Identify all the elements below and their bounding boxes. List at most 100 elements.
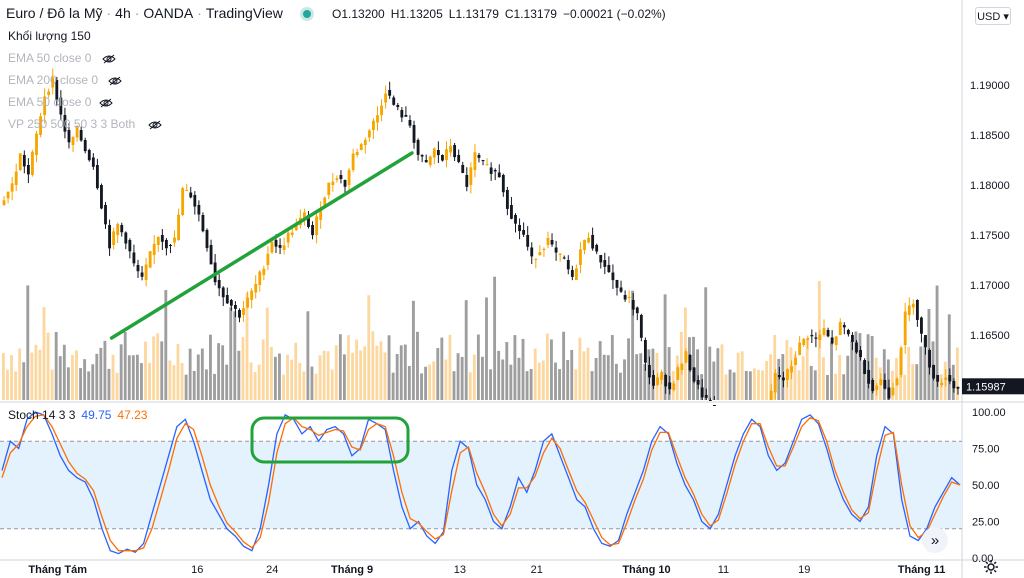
scroll-to-realtime-button[interactable]: » [922, 527, 948, 553]
candle-body [59, 97, 63, 115]
volume-bar [99, 347, 103, 400]
stoch-legend[interactable]: Stoch 14 3 3 49.75 47.23 [8, 408, 147, 422]
trendline-drawing[interactable] [109, 151, 414, 340]
candle-body [798, 342, 802, 355]
candle-body [635, 307, 639, 314]
candle-body [445, 149, 448, 160]
candle-body [181, 188, 185, 215]
gear-icon[interactable] [983, 559, 999, 575]
candle-body [684, 351, 688, 363]
volume-bar [411, 300, 415, 400]
hidden-eye-icon[interactable] [99, 98, 113, 108]
candle-body [39, 116, 42, 135]
candle-body [895, 378, 899, 385]
candle-body [31, 151, 34, 175]
volume-bar [330, 369, 334, 400]
indicator-ema-50[interactable]: EMA 50 close 0 [8, 51, 92, 65]
volume-bar [659, 374, 663, 400]
close-value: 1.13179 [513, 7, 557, 21]
candle-body [274, 240, 278, 247]
volume-bar [436, 348, 440, 400]
indicator-ema-200[interactable]: EMA 200 close 0 [8, 73, 99, 87]
candle-body [453, 145, 457, 158]
candle-body [10, 183, 14, 192]
currency-dropdown[interactable]: USD ▾ [975, 7, 1011, 25]
candle-body [380, 105, 383, 115]
volume-bar [83, 359, 87, 400]
indicator-vp[interactable]: VP 250 500 50 3 3 Both [8, 117, 136, 131]
symbol-name[interactable]: Euro / Đô la Mỹ [6, 5, 103, 21]
candle-body [952, 381, 956, 389]
volume-bar [903, 374, 907, 400]
volume-bar [655, 352, 659, 400]
indicator-ema-50-b[interactable]: EMA 50 close 0 [8, 95, 92, 109]
candle-body [319, 208, 323, 220]
interval-label[interactable]: 4h [115, 5, 131, 21]
volume-bar [448, 334, 452, 400]
time-axis[interactable]: Tháng Tám 16 24 Tháng 9 13 21 Tháng 10 11 19 Thán… [28, 564, 945, 576]
trendline[interactable] [109, 151, 414, 340]
hidden-eye-icon[interactable] [148, 120, 162, 130]
volume-bar [886, 359, 890, 400]
broker-label: OANDA [143, 5, 194, 21]
volume-bar [619, 372, 622, 400]
candle-body [526, 235, 530, 247]
candle-body [485, 164, 489, 166]
volume-bar [269, 346, 273, 400]
indicator-volume[interactable]: Khối lượng 150 [8, 29, 91, 43]
volume-bar [119, 344, 123, 400]
candle-body [822, 328, 826, 335]
volume-bar [631, 290, 635, 400]
volume-bar [204, 369, 208, 400]
hidden-eye-icon[interactable] [102, 54, 116, 64]
stoch-axis[interactable]: 100.00 75.00 50.00 25.00 0.00 [972, 407, 1006, 565]
volume-bar [761, 370, 764, 400]
candle-body [522, 230, 526, 235]
open-value: 1.13200 [341, 7, 385, 21]
candle-body [781, 377, 785, 381]
candle-body [944, 377, 948, 380]
volume-bar [127, 355, 131, 400]
volume-bar [935, 285, 939, 400]
candle-body [152, 243, 156, 255]
volume-bar [91, 364, 95, 400]
symbol-header[interactable]: Euro / Đô la Mỹ · 4h · OANDA · TradingVi… [6, 5, 283, 21]
price-axis[interactable]: 1.19000 1.18500 1.18000 1.17500 1.17000 1.165… [962, 80, 1024, 395]
candle-body [6, 191, 10, 199]
volume-bar [554, 362, 557, 400]
hidden-eye-icon[interactable] [108, 76, 122, 86]
candle-body [639, 315, 643, 338]
candle-body [465, 175, 469, 187]
volume-bar [513, 335, 517, 400]
candle-body [814, 337, 818, 339]
candle-body [156, 236, 160, 245]
volume-bar [594, 358, 598, 400]
candle-body [911, 303, 915, 308]
volume-bar [440, 337, 444, 400]
volume-bar [424, 366, 428, 400]
market-status-dot [303, 10, 311, 18]
candle-body [477, 155, 481, 158]
volume-bar [610, 335, 614, 400]
price-tick-label: 1.17500 [970, 230, 1010, 242]
candle-body [891, 387, 895, 395]
time-tick-label: Tháng 10 [622, 564, 670, 576]
candle-body [428, 156, 432, 165]
candle-body [91, 157, 95, 167]
volume-bar [403, 344, 407, 400]
candle-body [132, 252, 136, 264]
candle-body [838, 322, 842, 335]
volume-bar [769, 354, 773, 400]
volume-bar [789, 347, 793, 400]
volume-bar [66, 367, 70, 400]
candle-body [652, 375, 655, 386]
volume-bar [265, 307, 269, 400]
stoch-tick-label: 25.00 [972, 517, 1000, 529]
candle-body [14, 171, 18, 185]
candle-body [542, 248, 546, 250]
volume-bar [752, 368, 756, 400]
candle-body [197, 205, 201, 215]
stoch-tick-label: 100.00 [972, 407, 1006, 419]
volume-bar [367, 295, 371, 400]
